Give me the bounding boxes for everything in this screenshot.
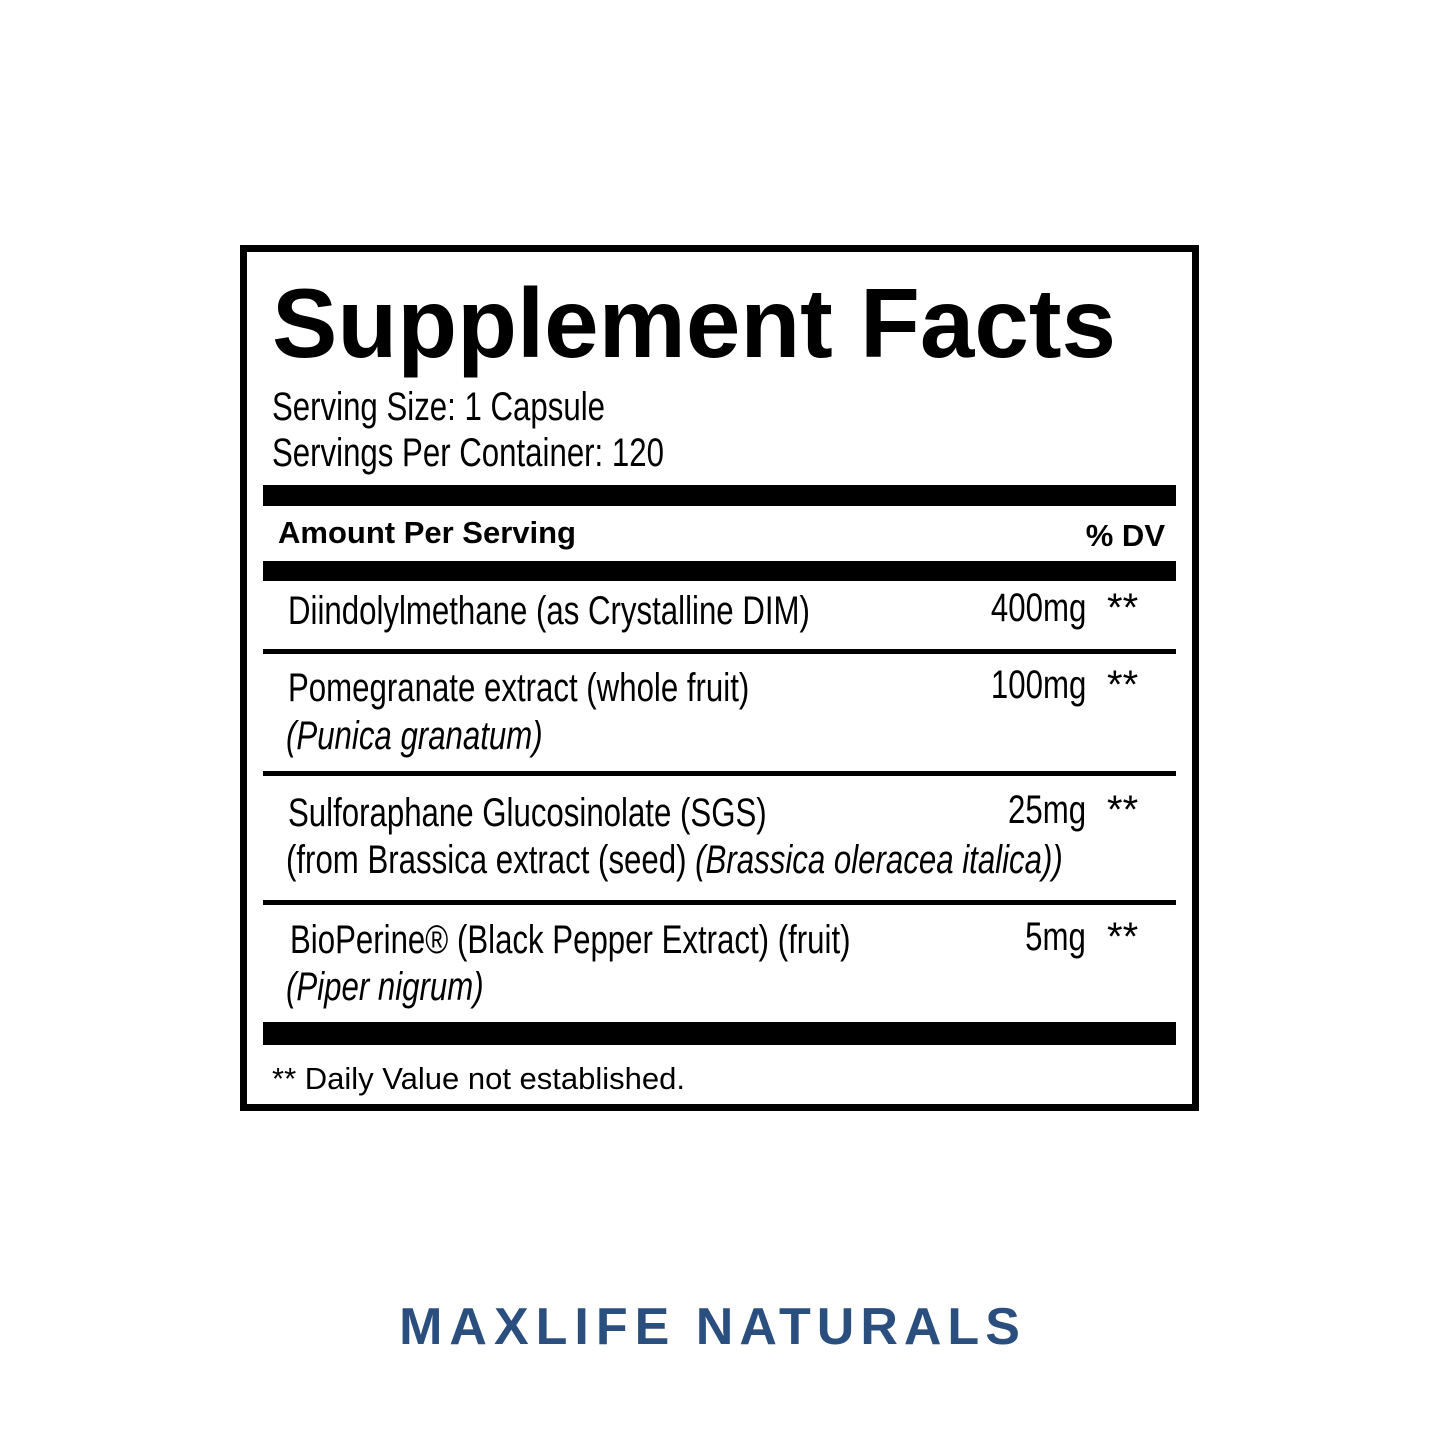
nutrient-dv: **: [1107, 663, 1139, 707]
nutrient-name: Pomegranate extract (whole fruit): [288, 666, 750, 710]
nutrient-latin-name: (Punica granatum): [286, 714, 543, 758]
supplement-facts-panel: [240, 245, 1199, 1111]
nutrient-source: (from Brassica extract (seed): [286, 838, 696, 882]
panel-title: Supplement Facts: [272, 268, 1117, 378]
divider: [263, 649, 1176, 654]
nutrient-dv: **: [1107, 586, 1139, 630]
amount-header: Amount Per Serving: [278, 515, 576, 550]
nutrient-amount: 100mg: [990, 663, 1086, 707]
divider: [263, 900, 1176, 905]
nutrient-amount: 5mg: [1025, 915, 1086, 959]
nutrient-amount: 25mg: [1007, 788, 1086, 832]
thick-divider: [263, 1022, 1176, 1045]
nutrient-name: BioPerine® (Black Pepper Extract) (fruit…: [290, 918, 851, 962]
nutrient-amount: 400mg: [990, 586, 1086, 630]
thick-divider: [263, 561, 1176, 581]
nutrient-name: Diindolylmethane (as Crystalline DIM): [288, 589, 810, 633]
divider: [263, 771, 1176, 776]
brand-logo: MAXLIFE NATURALS: [399, 1298, 1026, 1356]
servings-per-container: Servings Per Container: 120: [272, 431, 664, 475]
thick-divider: [263, 485, 1176, 506]
footnote: ** Daily Value not established.: [272, 1061, 686, 1096]
serving-size: Serving Size: 1 Capsule: [272, 385, 605, 429]
dv-header: % DV: [1085, 518, 1165, 553]
nutrient-latin-name: (Piper nigrum): [286, 965, 484, 1009]
nutrient-latin-name: (Brassica oleracea italica)): [695, 838, 1063, 882]
nutrient-dv: **: [1107, 915, 1139, 959]
nutrient-dv: **: [1107, 788, 1139, 832]
nutrient-name: Sulforaphane Glucosinolate (SGS): [288, 791, 767, 835]
